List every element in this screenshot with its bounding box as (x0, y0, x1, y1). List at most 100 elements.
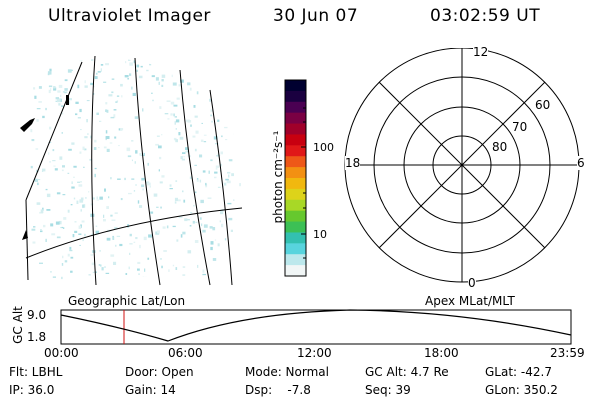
speckle-dot (79, 151, 82, 154)
speckle-dot (42, 115, 45, 119)
speckle-dot (179, 136, 184, 140)
speckle-dot (97, 71, 101, 73)
speckle-dot (30, 165, 33, 169)
speckle-dot (209, 226, 213, 229)
speckle-dot (199, 217, 202, 220)
speckle-dot (215, 269, 217, 273)
speckle-dot (210, 114, 213, 117)
speckle-dot (164, 113, 169, 115)
speckle-dot (217, 186, 221, 188)
speckle-dot (194, 148, 197, 152)
speckle-dot (145, 181, 150, 184)
speckle-dot (71, 186, 75, 189)
speckle-dot (187, 82, 191, 86)
speckle-dot (182, 274, 186, 277)
speckle-dot (193, 105, 196, 108)
speckle-dot (40, 229, 42, 231)
speckle-dot (166, 225, 169, 229)
speckle-dot (218, 95, 219, 99)
speckle-dot (38, 101, 42, 103)
speckle-dot (140, 154, 144, 156)
speckle-dot (128, 266, 130, 270)
speckle-dot (105, 130, 108, 134)
speckle-dot (50, 223, 54, 227)
speckle-dot (103, 214, 105, 218)
speckle-dot (123, 277, 128, 279)
speckle-dot (166, 65, 168, 68)
speckle-dot (243, 217, 246, 219)
speckle-dot (72, 234, 75, 238)
speckle-dot (55, 97, 59, 100)
speckle-dot (104, 266, 106, 268)
speckle-dot (52, 276, 56, 278)
speckle-dot (98, 147, 100, 149)
speckle-dot (62, 227, 65, 229)
speckle-dot (80, 181, 82, 183)
speckle-dot (30, 129, 33, 133)
speckle-dot (91, 58, 94, 61)
speckle-dot (113, 114, 116, 118)
polar-plot (344, 48, 580, 283)
speckle-dot (185, 147, 189, 150)
colorbar-segment (285, 254, 306, 266)
info-door: Door: Open (125, 365, 194, 379)
speckle-dot (232, 78, 235, 80)
speckle-dot (235, 131, 238, 134)
speckle-dot (31, 228, 36, 231)
speckle-dot (169, 184, 172, 187)
speckle-dot (142, 108, 144, 112)
speckle-dot (59, 156, 63, 160)
orbit-y-axis-label: GC Alt (11, 306, 25, 344)
orbit-plot (60, 309, 572, 345)
speckle-dot (243, 206, 245, 209)
speckle-dot (212, 227, 216, 231)
speckle-dot (231, 173, 234, 177)
speckle-dot (78, 233, 82, 235)
colorbar-segment (285, 221, 306, 234)
speckle-dot (67, 209, 70, 213)
speckle-dot (173, 104, 178, 107)
speckle-dot (224, 126, 228, 129)
speckle-dot (115, 101, 118, 103)
orbit-x-tick-0600: 06:00 (168, 346, 203, 360)
speckle-dot (243, 245, 245, 248)
speckle-dot (196, 275, 200, 278)
speckle-dot (135, 150, 138, 154)
speckle-dot (134, 116, 139, 119)
speckle-dot (163, 250, 167, 252)
speckle-dot (84, 233, 86, 237)
speckle-dot (197, 264, 199, 268)
speckle-dot (99, 250, 101, 252)
speckle-dot (233, 132, 237, 135)
speckle-dot (139, 283, 141, 286)
speckle-dot (75, 101, 79, 104)
speckle-dot (227, 202, 232, 205)
speckle-dot (91, 262, 95, 266)
speckle-dot (228, 217, 233, 221)
speckle-dot (62, 91, 66, 93)
speckle-dot (61, 105, 64, 107)
speckle-dot (36, 119, 39, 122)
colorbar-segment (285, 101, 306, 114)
speckle-dot (175, 128, 177, 130)
lat-label-80: 80 (492, 140, 508, 154)
speckle-dot (36, 64, 41, 67)
speckle-dot (103, 219, 106, 222)
speckle-dot (196, 179, 199, 182)
speckle-dot (187, 219, 190, 221)
colorbar-segment (285, 243, 306, 255)
speckle-dot (56, 192, 61, 195)
speckle-dot (126, 147, 131, 152)
speckle-dot (161, 265, 163, 269)
speckle-dot (146, 182, 151, 186)
speckle-dot (120, 198, 123, 201)
speckle-dot (117, 178, 121, 180)
speckle-dot (73, 176, 75, 178)
speckle-dot (129, 73, 132, 76)
speckle-dot (234, 126, 238, 129)
speckle-dot (230, 229, 233, 232)
speckle-dot (162, 226, 166, 229)
speckle-dot (40, 209, 44, 213)
speckle-dot (228, 273, 232, 276)
speckle-dot (194, 240, 199, 243)
